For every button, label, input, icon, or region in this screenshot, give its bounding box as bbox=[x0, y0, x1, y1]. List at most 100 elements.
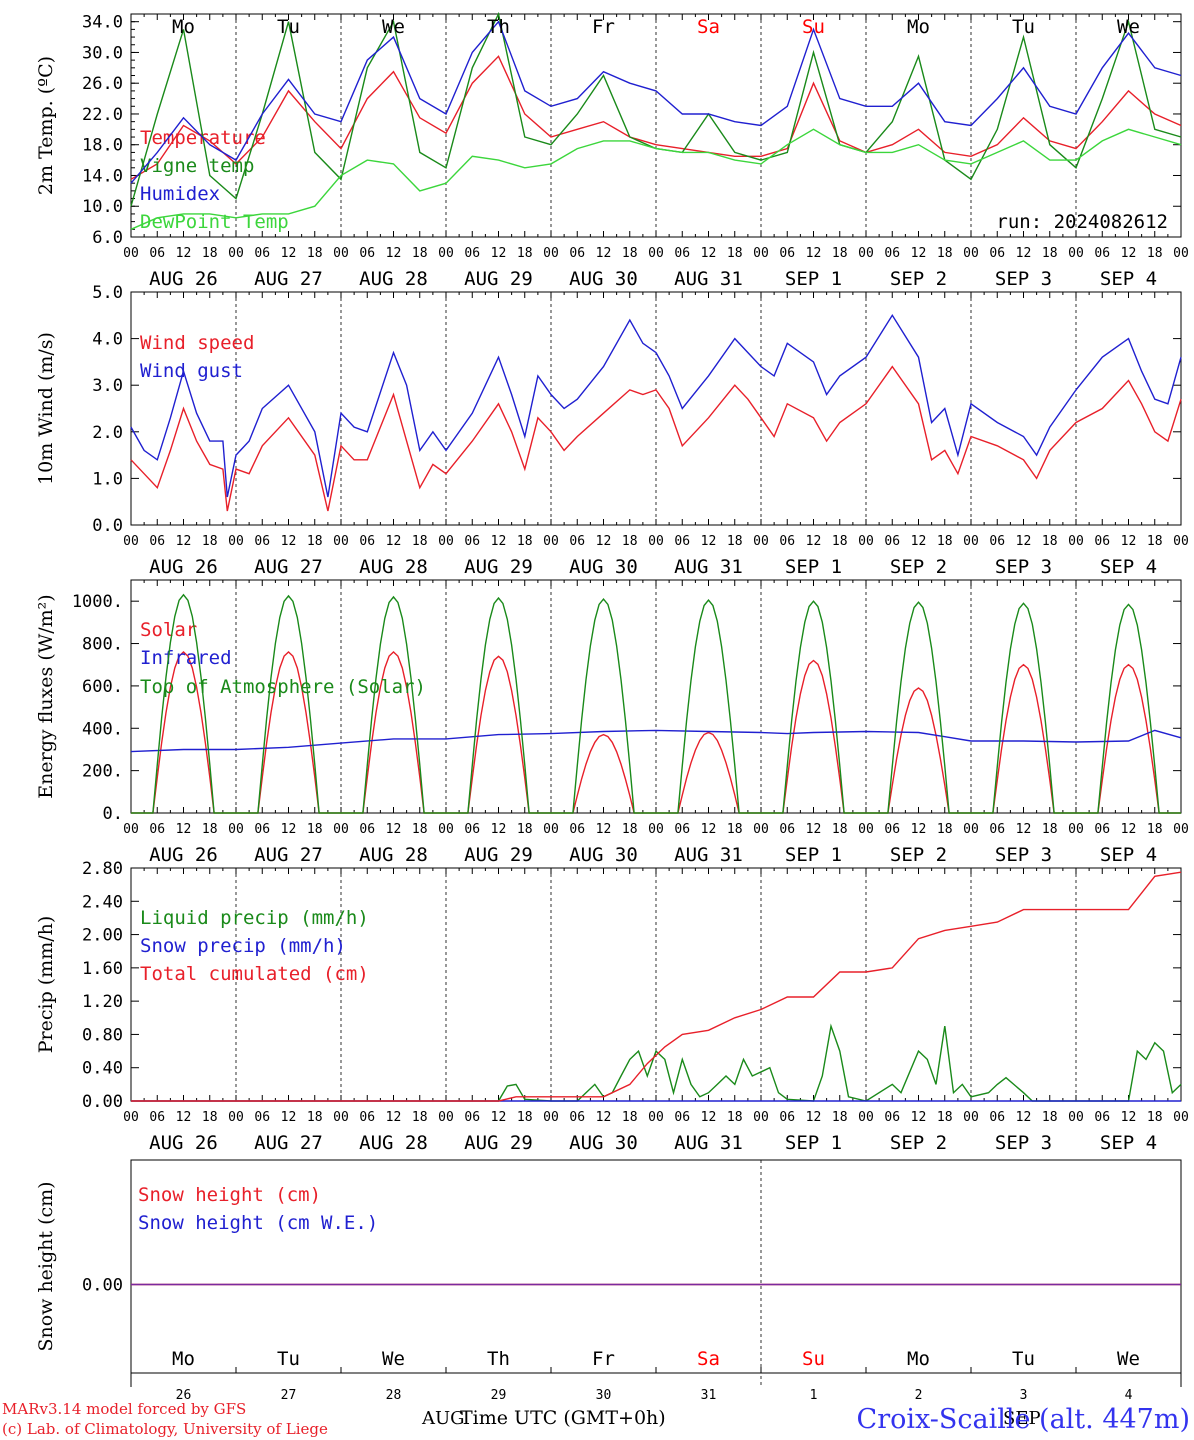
hour-tick-label: 12 bbox=[176, 822, 192, 837]
hour-tick-label: 00 bbox=[963, 246, 979, 261]
date-label: SEP 2 bbox=[890, 556, 947, 578]
date-label: SEP 1 bbox=[785, 844, 842, 866]
hour-tick-label: 12 bbox=[701, 1110, 717, 1125]
hour-tick-label: 18 bbox=[1042, 822, 1058, 837]
y-tick-label: 18.0 bbox=[82, 136, 123, 156]
hour-tick-label: 18 bbox=[622, 534, 638, 549]
date-label: AUG 26 bbox=[149, 1132, 218, 1154]
legend-entry: Top of Atmosphere (Solar) bbox=[140, 676, 426, 698]
hour-tick-label: 12 bbox=[491, 822, 507, 837]
hour-tick-label: 06 bbox=[779, 1110, 795, 1125]
hour-tick-label: 12 bbox=[911, 246, 927, 261]
hour-tick-label: 18 bbox=[937, 534, 953, 549]
hour-tick-label: 00 bbox=[333, 822, 349, 837]
hour-tick-label: 18 bbox=[727, 822, 743, 837]
hour-tick-label: 06 bbox=[884, 1110, 900, 1125]
credit-line-2: (c) Lab. of Climatology, University of L… bbox=[2, 1420, 328, 1438]
legend-entry: Solar bbox=[140, 619, 197, 641]
date-label: AUG 30 bbox=[569, 556, 638, 578]
date-label: AUG 30 bbox=[569, 268, 638, 290]
hour-tick-label: 18 bbox=[832, 534, 848, 549]
date-label: AUG 28 bbox=[359, 556, 428, 578]
hour-tick-label: 00 bbox=[543, 822, 559, 837]
hour-tick-label: 18 bbox=[412, 246, 428, 261]
hour-tick-label: 00 bbox=[438, 822, 454, 837]
hour-tick-label: 18 bbox=[517, 1110, 533, 1125]
legend-entry: Snow precip (mm/h) bbox=[140, 935, 346, 957]
hour-tick-label: 12 bbox=[1016, 246, 1032, 261]
hour-tick-label: 00 bbox=[1068, 1110, 1084, 1125]
legend-entry: Wind gust bbox=[140, 360, 243, 382]
hour-tick-label: 18 bbox=[832, 1110, 848, 1125]
y-tick-label: 22.0 bbox=[82, 105, 123, 125]
date-label: SEP 4 bbox=[1100, 844, 1157, 866]
y-tick-label: 30.0 bbox=[82, 43, 123, 63]
hour-tick-label: 06 bbox=[779, 534, 795, 549]
panel-precip: 00 06 12 18 00 06 12 18 00 06 12 18 00 06 12 18 00 06 12 18… bbox=[35, 859, 1189, 1154]
y-axis-label: Snow height (cm) bbox=[35, 1181, 57, 1351]
hour-tick-label: 18 bbox=[517, 822, 533, 837]
hour-tick-label: 00 bbox=[543, 246, 559, 261]
y-tick-label: 0. bbox=[103, 804, 123, 824]
hour-tick-label: 00 bbox=[1068, 822, 1084, 837]
hour-tick-label: 18 bbox=[727, 534, 743, 549]
hour-tick-label: 06 bbox=[254, 246, 270, 261]
hour-tick-label: 06 bbox=[1094, 534, 1110, 549]
series-line bbox=[130, 313, 1182, 498]
hour-tick-label: 00 bbox=[1068, 534, 1084, 549]
hour-tick-label: 12 bbox=[806, 1110, 822, 1125]
day-number-label: 30 bbox=[596, 1388, 612, 1403]
hour-tick-label: 06 bbox=[1094, 1110, 1110, 1125]
hour-tick-label: 12 bbox=[596, 822, 612, 837]
hour-tick-label: 00 bbox=[438, 534, 454, 549]
date-label: SEP 1 bbox=[785, 556, 842, 578]
hour-tick-label: 18 bbox=[307, 246, 323, 261]
hour-tick-label: 18 bbox=[622, 1110, 638, 1125]
plot-frame bbox=[130, 13, 1182, 238]
hour-tick-label: 00 bbox=[1173, 534, 1189, 549]
date-label: AUG 27 bbox=[254, 556, 323, 578]
hour-tick-label: 06 bbox=[989, 246, 1005, 261]
hour-tick-label: 12 bbox=[596, 1110, 612, 1125]
y-tick-label: 1.60 bbox=[82, 959, 123, 979]
date-label: SEP 3 bbox=[995, 844, 1052, 866]
hour-tick-label: 00 bbox=[858, 822, 874, 837]
hour-tick-label: 00 bbox=[333, 246, 349, 261]
legend-entry: Infrared bbox=[140, 647, 232, 669]
weekday-label: We bbox=[1117, 16, 1140, 38]
hour-tick-label: 18 bbox=[412, 534, 428, 549]
panel-snow: 0.00 Snow height (cm) Snow height (cm) Snow… bbox=[35, 1159, 1182, 1403]
y-tick-label: 600. bbox=[82, 677, 123, 697]
y-tick-label: 1000. bbox=[72, 592, 123, 612]
month-label-left: AUG bbox=[421, 1408, 465, 1429]
hour-tick-label: 12 bbox=[911, 822, 927, 837]
weekday-label: Tu bbox=[277, 16, 300, 38]
hour-tick-label: 06 bbox=[569, 246, 585, 261]
weekday-label: Th bbox=[487, 1348, 510, 1370]
y-tick-label: 2.0 bbox=[92, 423, 123, 443]
date-label: SEP 3 bbox=[995, 268, 1052, 290]
hour-tick-label: 12 bbox=[911, 1110, 927, 1125]
hour-tick-label: 18 bbox=[937, 822, 953, 837]
hour-tick-label: 12 bbox=[1121, 822, 1137, 837]
hour-tick-label: 00 bbox=[123, 1110, 139, 1125]
day-number-label: 2 bbox=[915, 1388, 923, 1403]
day-number-label: 27 bbox=[281, 1388, 297, 1403]
hour-tick-label: 12 bbox=[386, 534, 402, 549]
hour-tick-label: 18 bbox=[517, 246, 533, 261]
date-label: AUG 29 bbox=[464, 844, 533, 866]
hour-tick-label: 18 bbox=[832, 246, 848, 261]
legend-entry: Humidex bbox=[140, 183, 220, 205]
day-number-label: 29 bbox=[491, 1388, 507, 1403]
y-tick-label: 4.0 bbox=[92, 330, 123, 350]
hour-tick-label: 18 bbox=[307, 1110, 323, 1125]
y-tick-label: 5.0 bbox=[92, 283, 123, 303]
hour-tick-label: 12 bbox=[281, 534, 297, 549]
hour-tick-label: 00 bbox=[1068, 246, 1084, 261]
y-tick-label: 200. bbox=[82, 762, 123, 782]
hour-tick-label: 06 bbox=[884, 534, 900, 549]
date-label: SEP 2 bbox=[890, 268, 947, 290]
y-tick-label: 0.80 bbox=[82, 1025, 123, 1045]
date-label: AUG 29 bbox=[464, 556, 533, 578]
hour-tick-label: 00 bbox=[753, 822, 769, 837]
